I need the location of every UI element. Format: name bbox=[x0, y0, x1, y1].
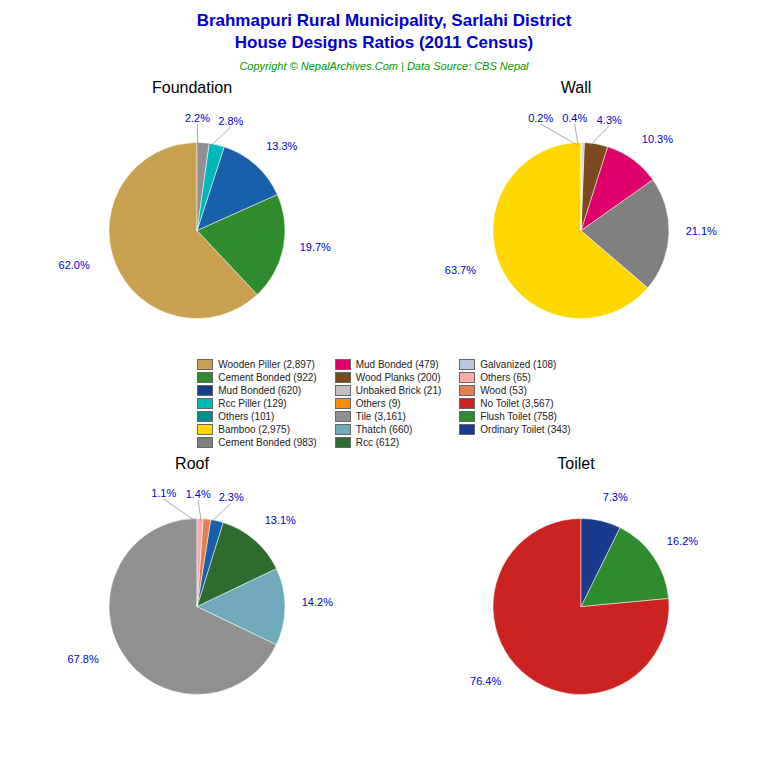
html-text:Unbaked Brick (21): Unbaked Brick (21) bbox=[355, 385, 442, 396]
svg-text:2.3%: 2.3% bbox=[219, 491, 244, 503]
svg-text:0.2%: 0.2% bbox=[528, 112, 553, 124]
html-text:Rcc (612): Rcc (612) bbox=[355, 437, 399, 448]
html-text:Galvanized (108): Galvanized (108) bbox=[480, 359, 557, 370]
html-text:Roof: Roof bbox=[175, 455, 209, 472]
svg-text:7.3%: 7.3% bbox=[603, 491, 628, 503]
svg-text:21.1%: 21.1% bbox=[686, 225, 717, 237]
svg-text:76.4%: 76.4% bbox=[470, 675, 501, 687]
html-text:Brahmapuri Rural Municipality,: Brahmapuri Rural Municipality, Sarlahi D… bbox=[196, 11, 572, 52]
svg-text:14.2%: 14.2% bbox=[302, 596, 333, 608]
html-text:Others (65): Others (65) bbox=[480, 372, 531, 383]
html-text:Wood Planks (200): Wood Planks (200) bbox=[355, 372, 441, 383]
html-text:Bamboo (2,975): Bamboo (2,975) bbox=[218, 424, 290, 435]
svg-text:19.7%: 19.7% bbox=[300, 241, 331, 253]
svg-text:4.3%: 4.3% bbox=[597, 114, 622, 126]
svg-text:2.8%: 2.8% bbox=[218, 115, 243, 127]
html-text:Copyright © NepalArchives.Com: Copyright © NepalArchives.Com | Data Sou… bbox=[239, 60, 529, 72]
html-text:Others (9): Others (9) bbox=[355, 398, 401, 409]
html-text:Ordinary Toilet (343): Ordinary Toilet (343) bbox=[480, 424, 571, 435]
svg-text:2.2%: 2.2% bbox=[185, 112, 210, 124]
html-text:Flush Toilet (758): Flush Toilet (758) bbox=[480, 411, 557, 422]
svg-text:10.3%: 10.3% bbox=[642, 133, 673, 145]
svg-text:1.1%: 1.1% bbox=[151, 487, 176, 499]
html-text:Thatch (660): Thatch (660) bbox=[355, 424, 413, 435]
html-text:Toilet: Toilet bbox=[557, 455, 595, 472]
svg-text:63.7%: 63.7% bbox=[445, 264, 476, 276]
svg-text:13.1%: 13.1% bbox=[265, 514, 296, 526]
html-text:Mud Bonded (620): Mud Bonded (620) bbox=[218, 385, 302, 396]
svg-text:62.0%: 62.0% bbox=[59, 259, 90, 271]
svg-text:13.3%: 13.3% bbox=[266, 140, 297, 152]
html-text:Mud Bonded (479): Mud Bonded (479) bbox=[355, 359, 439, 370]
html-text:Tile (3,161): Tile (3,161) bbox=[355, 411, 406, 422]
html-text:Cement Bonded (922): Cement Bonded (922) bbox=[218, 372, 317, 383]
html-text:Wood (53): Wood (53) bbox=[480, 385, 527, 396]
html-text:Foundation: Foundation bbox=[152, 79, 232, 96]
html-text:Wooden Piller (2,897): Wooden Piller (2,897) bbox=[218, 359, 315, 370]
html-text:No Toilet (3,567): No Toilet (3,567) bbox=[480, 398, 554, 409]
html-text:Wall: Wall bbox=[560, 79, 592, 96]
svg-text:1.4%: 1.4% bbox=[186, 488, 211, 500]
html-text:Others (101): Others (101) bbox=[218, 411, 275, 422]
svg-text:67.8%: 67.8% bbox=[68, 653, 99, 665]
html-text:Cement Bonded (983): Cement Bonded (983) bbox=[218, 437, 317, 448]
svg-text:0.4%: 0.4% bbox=[562, 112, 587, 124]
svg-text:16.2%: 16.2% bbox=[667, 535, 698, 547]
html-text:Rcc Piller (129): Rcc Piller (129) bbox=[218, 398, 287, 409]
